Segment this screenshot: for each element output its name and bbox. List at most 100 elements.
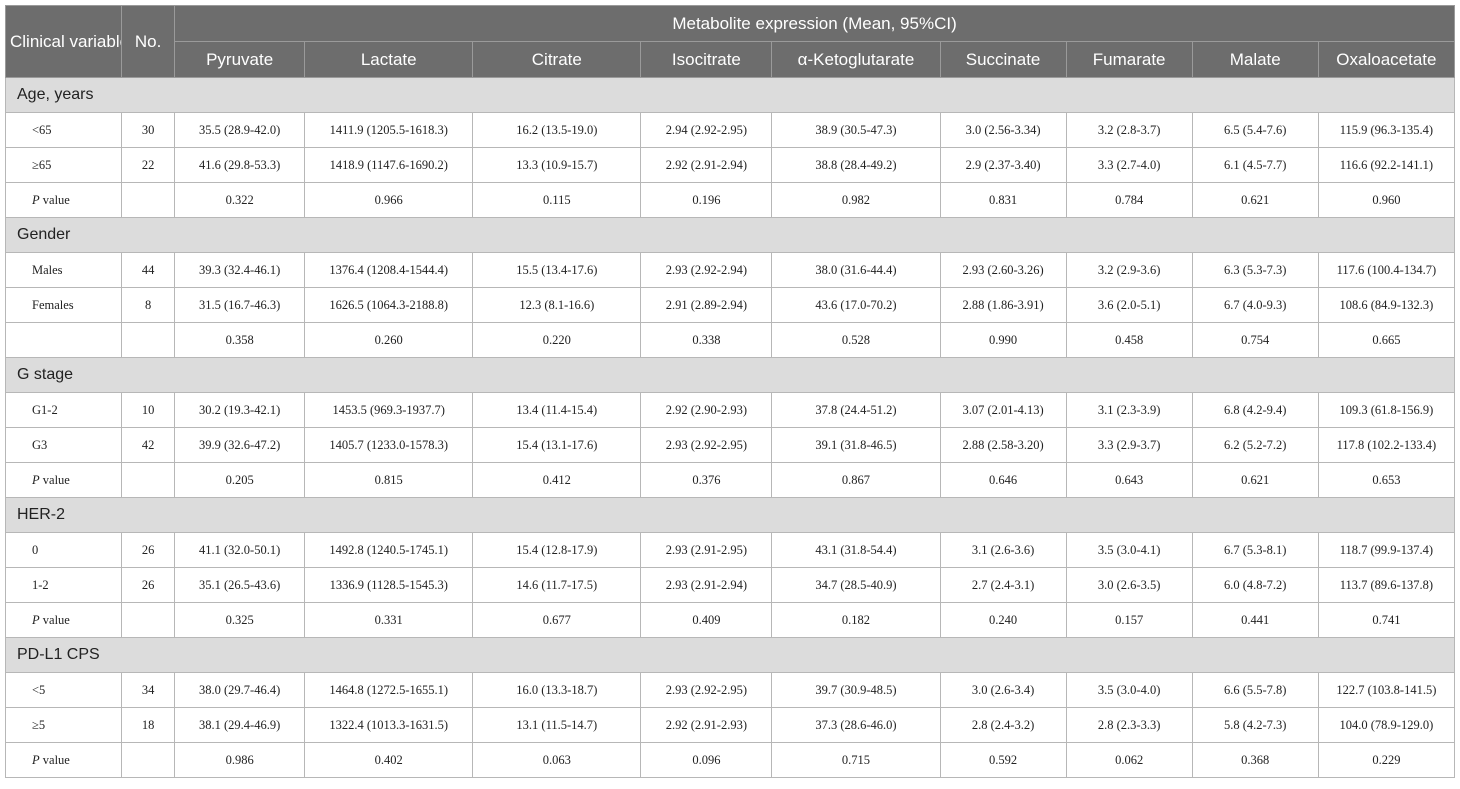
sample-count: 8 <box>121 287 176 323</box>
value-cell: 6.0 (4.8-7.2) <box>1191 567 1319 603</box>
row-label: P value <box>4 602 123 638</box>
value-cell: 3.3 (2.9-3.7) <box>1065 427 1193 463</box>
value-cell: 0.528 <box>771 322 941 358</box>
value-cell: 0.220 <box>472 322 642 358</box>
value-cell: 1411.9 (1205.5-1618.3) <box>304 112 474 148</box>
value-cell: 0.368 <box>1191 742 1319 778</box>
value-cell: 13.4 (11.4-15.4) <box>472 392 642 428</box>
value-cell: 0.240 <box>939 602 1067 638</box>
row-label-text: 0 <box>32 542 39 557</box>
value-cell: 0.338 <box>640 322 773 358</box>
value-cell: 2.8 (2.4-3.2) <box>939 707 1067 743</box>
table-row: 1-2 26 35.1 (26.5-43.6) 1336.9 (1128.5-1545… <box>4 567 1456 603</box>
value-cell: 0.063 <box>472 742 642 778</box>
value-cell: 35.5 (28.9-42.0) <box>174 112 306 148</box>
table-header: Clinical variables No. Metabolite expres… <box>4 5 1456 78</box>
value-cell: 0.096 <box>640 742 773 778</box>
row-label: <65 <box>4 112 123 148</box>
value-cell: 117.8 (102.2-133.4) <box>1317 427 1456 463</box>
section-title: PD-L1 CPS <box>5 637 1455 673</box>
section-title: G stage <box>5 357 1455 393</box>
value-cell: 1626.5 (1064.3-2188.8) <box>304 287 474 323</box>
value-cell: 13.3 (10.9-15.7) <box>472 147 642 183</box>
row-label-text: <65 <box>32 122 52 137</box>
value-cell: 0.412 <box>472 462 642 498</box>
value-cell: 6.2 (5.2-7.2) <box>1191 427 1319 463</box>
value-cell: 2.93 (2.92-2.94) <box>640 252 773 288</box>
section-title: HER-2 <box>5 497 1455 533</box>
value-cell: 3.1 (2.3-3.9) <box>1065 392 1193 428</box>
value-cell: 16.0 (13.3-18.7) <box>472 672 642 708</box>
value-cell: 38.9 (30.5-47.3) <box>771 112 941 148</box>
table-row: G3 42 39.9 (32.6-47.2) 1405.7 (1233.0-1578.… <box>4 427 1456 463</box>
value-cell: 2.92 (2.91-2.94) <box>640 147 773 183</box>
sample-count: 34 <box>121 672 176 708</box>
metabolite-header: Lactate <box>304 41 474 78</box>
value-cell: 0.831 <box>939 182 1067 218</box>
value-cell: 2.9 (2.37-3.40) <box>939 147 1067 183</box>
value-cell: 43.1 (31.8-54.4) <box>771 532 941 568</box>
row-label-text: ≥65 <box>32 157 52 172</box>
value-cell: 3.07 (2.01-4.13) <box>939 392 1067 428</box>
value-cell: 39.3 (32.4-46.1) <box>174 252 306 288</box>
metabolite-header: Succinate <box>939 41 1067 78</box>
value-cell: 0.815 <box>304 462 474 498</box>
table-row: <5 34 38.0 (29.7-46.4) 1464.8 (1272.5-1655.… <box>4 672 1456 708</box>
value-cell: 13.1 (11.5-14.7) <box>472 707 642 743</box>
section-row: Age, years <box>5 77 1455 113</box>
value-cell: 0.322 <box>174 182 306 218</box>
p-symbol: P <box>32 472 40 487</box>
value-cell: 6.5 (5.4-7.6) <box>1191 112 1319 148</box>
value-cell: 15.4 (13.1-17.6) <box>472 427 642 463</box>
table-row: P value 0.205 0.815 0.412 0.376 0.867 0.646 0.6… <box>4 462 1456 498</box>
value-cell: 43.6 (17.0-70.2) <box>771 287 941 323</box>
row-label-text: 1-2 <box>32 577 49 592</box>
row-label: 0 <box>4 532 123 568</box>
value-cell: 0.784 <box>1065 182 1193 218</box>
sample-count: 10 <box>121 392 176 428</box>
table-row: ≥65 22 41.6 (29.8-53.3) 1418.9 (1147.6-1690… <box>4 147 1456 183</box>
value-cell: 122.7 (103.8-141.5) <box>1317 672 1456 708</box>
row-label-text: value <box>39 612 70 627</box>
value-cell: 6.7 (5.3-8.1) <box>1191 532 1319 568</box>
value-cell: 0.960 <box>1317 182 1456 218</box>
value-cell: 0.325 <box>174 602 306 638</box>
value-cell: 2.93 (2.92-2.95) <box>640 427 773 463</box>
value-cell: 3.2 (2.8-3.7) <box>1065 112 1193 148</box>
value-cell: 0.643 <box>1065 462 1193 498</box>
row-label-text: Males <box>32 262 63 277</box>
row-label-text: G3 <box>32 437 48 452</box>
value-cell: 1453.5 (969.3-1937.7) <box>304 392 474 428</box>
section-row: HER-2 <box>5 497 1455 533</box>
row-label: Males <box>4 252 123 288</box>
value-cell: 0.196 <box>640 182 773 218</box>
sample-count: 22 <box>121 147 176 183</box>
value-cell: 104.0 (78.9-129.0) <box>1317 707 1456 743</box>
value-cell: 0.182 <box>771 602 941 638</box>
metabolite-table: Clinical variables No. Metabolite expres… <box>4 5 1456 778</box>
row-label: <5 <box>4 672 123 708</box>
value-cell: 31.5 (16.7-46.3) <box>174 287 306 323</box>
value-cell: 1418.9 (1147.6-1690.2) <box>304 147 474 183</box>
row-label: P value <box>4 742 123 778</box>
section-row: G stage <box>5 357 1455 393</box>
value-cell: 0.229 <box>1317 742 1456 778</box>
row-label: 1-2 <box>4 567 123 603</box>
value-cell: 1464.8 (1272.5-1655.1) <box>304 672 474 708</box>
metabolite-header: Oxaloacetate <box>1317 41 1456 78</box>
value-cell: 39.1 (31.8-46.5) <box>771 427 941 463</box>
metabolite-header: Isocitrate <box>640 41 773 78</box>
value-cell: 2.8 (2.3-3.3) <box>1065 707 1193 743</box>
table-row: P value 0.986 0.402 0.063 0.096 0.715 0.592 0.0… <box>4 742 1456 778</box>
value-cell: 6.8 (4.2-9.4) <box>1191 392 1319 428</box>
row-label-text: Females <box>32 297 74 312</box>
value-cell: 0.062 <box>1065 742 1193 778</box>
value-cell: 37.3 (28.6-46.0) <box>771 707 941 743</box>
value-cell: 3.0 (2.6-3.4) <box>939 672 1067 708</box>
value-cell: 0.205 <box>174 462 306 498</box>
value-cell: 0.653 <box>1317 462 1456 498</box>
row-label-text: value <box>39 752 70 767</box>
row-label-text: value <box>39 192 70 207</box>
value-cell: 30.2 (19.3-42.1) <box>174 392 306 428</box>
no-header: No. <box>121 5 176 78</box>
